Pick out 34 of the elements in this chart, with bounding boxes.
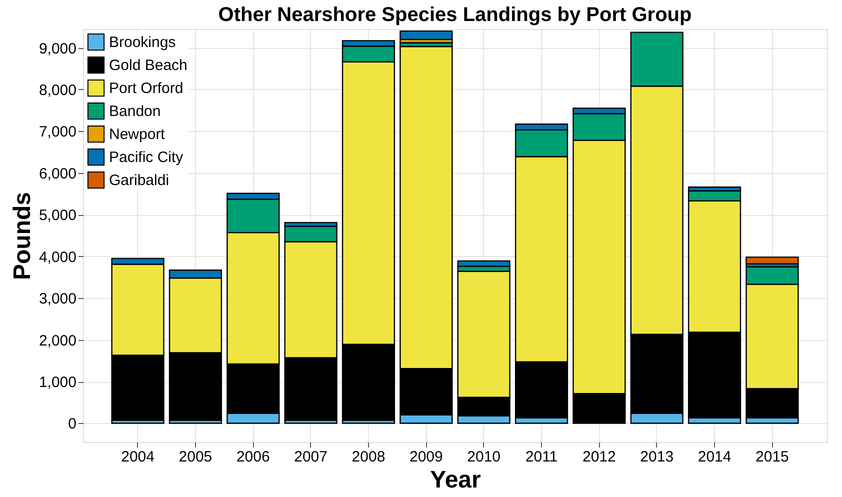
y-tick-label: 1,000 [38,374,76,392]
y-tick-label: 2,000 [38,332,76,350]
y-tick-label: 7,000 [38,124,76,141]
x-tick-label: 2013 [640,448,674,466]
legend-label: Gold Beach [109,57,188,74]
legend-label: Bandon [109,103,161,120]
x-tick-label: 2012 [582,448,616,466]
x-tick-label: 2009 [409,448,443,466]
x-tick-label: 2011 [525,448,558,466]
legend-label: Newport [109,126,166,143]
bar [746,256,799,264]
y-tick-label: 8,000 [38,82,76,99]
y-tick-label: 5,000 [38,207,76,224]
y-tick-label: 0 [68,416,76,433]
x-tick-label: 2010 [467,448,501,466]
legend-label: Brookings [109,34,176,51]
x-tick-label: 2005 [178,448,212,466]
chart-title: Other Nearshore Species Landings by Port Group [218,4,692,26]
legend-label: Pacific City [109,149,184,166]
y-tick-label: 3,000 [38,290,76,308]
x-tick-label: 2004 [121,448,154,466]
bar [400,30,453,40]
x-tick-label: 2006 [236,448,270,466]
legend-label: Port Orford [109,80,184,97]
x-tick-label: 2008 [352,448,386,466]
x-tick-label: 2014 [698,448,732,466]
x-axis-title: Year [430,466,481,494]
legend-label: Garibaldi [109,172,170,189]
y-tick-label: 9,000 [38,40,76,58]
y-tick-label: 4,000 [38,248,76,266]
x-tick-label: 2015 [756,448,789,466]
y-tick-label: 6,000 [38,165,76,182]
y-axis-title: Pounds [8,192,36,280]
x-tick-label: 2007 [294,448,328,466]
